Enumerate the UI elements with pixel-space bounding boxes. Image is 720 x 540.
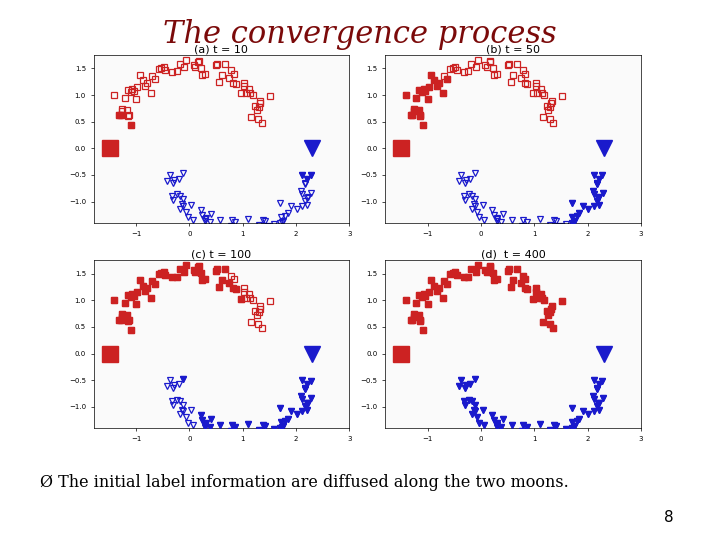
Text: The convergence process: The convergence process — [163, 19, 557, 50]
Title: (c) t = 100: (c) t = 100 — [192, 249, 251, 260]
Title: (b) t = 50: (b) t = 50 — [486, 44, 540, 55]
Title: (a) t = 10: (a) t = 10 — [194, 44, 248, 55]
Text: 8: 8 — [664, 510, 673, 525]
Text: Ø The initial label information are diffused along the two moons.: Ø The initial label information are diff… — [40, 474, 568, 491]
Title: (d)  t = 400: (d) t = 400 — [481, 249, 545, 260]
